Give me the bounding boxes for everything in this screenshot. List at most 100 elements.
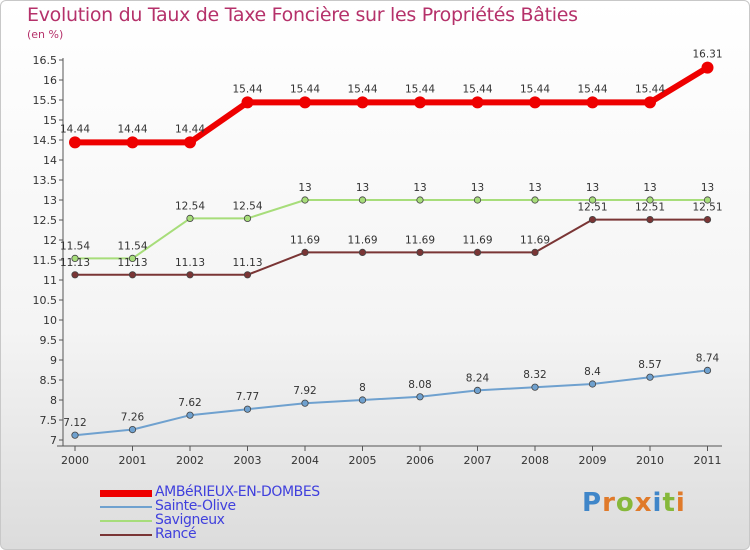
data-point [531,196,539,204]
data-point [186,271,194,279]
data-point [529,96,541,109]
data-label: 11.69 [347,234,377,246]
data-point [243,214,252,222]
data-label: 13 [298,182,311,194]
data-point [703,366,712,374]
y-tick-label: 12.5 [33,214,58,227]
y-tick-label: 12 [43,234,57,247]
data-label: 12.51 [692,202,722,214]
data-label: 11.69 [462,234,492,246]
legend-label: Sainte-Olive [155,498,236,514]
data-point [358,196,367,204]
logo-letter: x [634,488,653,518]
data-label: 13 [701,182,714,194]
data-point [243,271,252,279]
y-tick-label: 15.5 [33,94,58,107]
data-label: 8.57 [638,359,661,371]
x-tick-label: 2007 [464,454,492,467]
y-tick-label: 11.5 [33,254,58,267]
data-point [243,405,252,413]
data-label: 13 [528,182,541,194]
data-point [128,254,137,262]
y-tick-label: 16 [43,74,57,87]
data-point [588,216,597,224]
data-label: 11.13 [60,257,90,269]
data-point [473,248,482,256]
logo-letter: t [662,488,676,518]
data-label: 7.12 [63,417,86,429]
legend-label: Rancé [155,526,197,542]
legend-swatch [100,534,152,536]
data-point [241,96,254,109]
data-point [473,386,482,394]
y-tick-label: 16.5 [33,54,58,67]
data-label: 13 [586,182,599,194]
chart-title: Evolution du Taux de Taxe Foncière sur l… [27,4,578,26]
data-point [126,136,139,149]
data-label: 12.54 [175,200,205,212]
data-point [128,271,137,279]
data-label: 7.62 [178,397,201,409]
data-point [471,96,484,109]
data-point [184,136,196,149]
unit-label: (en %) [27,28,64,41]
legend-swatch [100,490,152,497]
data-label: 7.26 [121,412,145,424]
data-point [301,399,309,407]
data-point [358,248,367,256]
data-label: 11.69 [405,234,435,246]
data-point [701,61,714,74]
data-point [69,136,81,149]
data-label: 11.54 [60,240,90,252]
x-tick-label: 2005 [349,454,377,467]
legend-swatch [100,520,152,522]
data-label: 8.32 [523,369,546,381]
data-point [71,271,79,279]
data-point [416,248,424,256]
logo-letter: o [615,488,635,518]
x-tick-label: 2010 [636,454,664,467]
y-tick-label: 13.5 [33,174,58,187]
y-tick-label: 9 [50,354,57,367]
y-tick-label: 7 [50,434,57,447]
data-point [703,216,712,224]
data-label: 7.77 [236,391,259,403]
y-tick-label: 8 [50,394,57,407]
data-label: 15.44 [520,83,550,95]
data-point [356,96,369,109]
y-tick-label: 13 [43,194,57,207]
data-point [414,96,426,109]
data-label: 13 [471,182,484,194]
data-label: 14.44 [175,123,205,135]
data-label: 8 [359,382,366,394]
data-point [128,425,137,434]
data-point [646,196,654,204]
series-line-ranc- [74,218,709,276]
y-tick-label: 9.5 [40,334,58,347]
data-point [588,196,597,204]
logo-letter: i [675,488,686,518]
data-label: 11.13 [175,257,205,269]
y-tick-label: 10.5 [33,294,58,307]
data-label: 7.92 [293,385,316,397]
x-tick-label: 2009 [579,454,607,467]
data-label: 15.44 [347,83,377,95]
data-point [531,248,539,256]
data-label: 11.13 [232,257,262,269]
logo-letter: P [582,488,603,518]
series-line-sainte-olive [74,369,709,437]
data-point [416,393,424,401]
x-tick-label: 2006 [406,454,434,467]
data-label: 14.44 [117,123,147,135]
data-point [588,380,597,388]
data-point [644,96,656,109]
data-point [416,196,424,204]
data-point [301,196,309,204]
data-label: 11.69 [290,234,320,246]
data-label: 12.51 [577,202,607,214]
data-label: 12.54 [232,200,262,212]
data-label: 11.13 [117,257,147,269]
y-tick-label: 14 [43,154,57,167]
data-label: 13 [413,182,426,194]
data-point [646,373,654,381]
